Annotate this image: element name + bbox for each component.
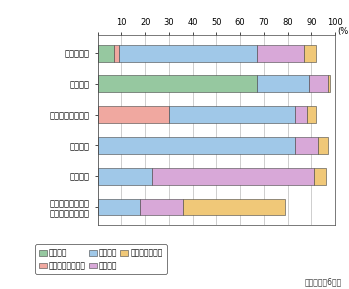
Bar [119,45,257,62]
Bar [169,106,295,123]
Bar [98,106,169,123]
Bar [140,199,183,215]
Bar [98,45,114,62]
Bar [98,168,152,185]
Bar [314,168,326,185]
Bar [152,168,314,185]
Bar [98,199,140,215]
Bar [295,106,306,123]
Text: (%): (%) [337,27,349,36]
Bar [257,45,304,62]
Bar [98,137,295,154]
Bar [114,45,119,62]
Bar [183,199,285,215]
Text: 出典は付注6参照: 出典は付注6参照 [305,277,342,286]
Legend: 日本企業, アジア太平洋企業, 北米企業, 西欧企業, その他地域企業: 日本企業, アジア太平洋企業, 北米企業, 西欧企業, その他地域企業 [35,244,166,274]
Bar [309,75,328,92]
Bar [328,75,330,92]
Bar [257,75,309,92]
Bar [304,45,316,62]
Bar [98,75,257,92]
Bar [295,137,318,154]
Bar [318,137,328,154]
Bar [306,106,316,123]
